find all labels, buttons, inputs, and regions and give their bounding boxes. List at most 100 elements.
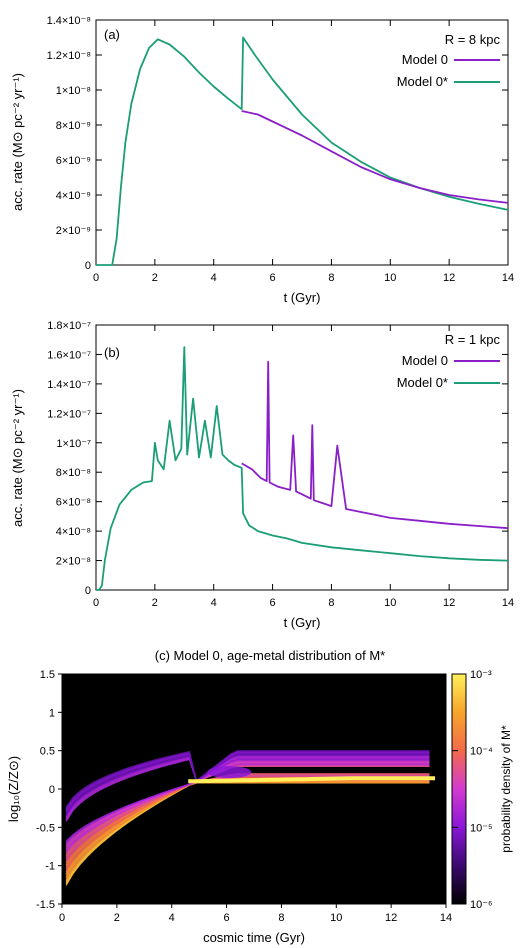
colorbar-ticks: 10⁻⁶ 10⁻⁵ 10⁻⁴ 10⁻³ (452, 669, 493, 911)
series-line-model0 (241, 360, 509, 530)
x-tick-label: 12 (443, 272, 455, 284)
x-axis-ticks: 0 2 4 6 8 10 12 14 (93, 325, 514, 609)
heatmap-track (65, 750, 430, 808)
x-axis-label: t (Gyr) (284, 290, 321, 305)
heatmap-track (65, 752, 430, 812)
y-tick-label: -1 (45, 861, 55, 873)
y-tick-label: 0.5 (40, 746, 55, 758)
y-tick-label: 2×10⁻⁸ (56, 556, 91, 568)
legend-label-model0: Model 0 (402, 52, 448, 67)
x-tick-label: 10 (384, 272, 396, 284)
y-tick-label: 1.4×10⁻⁸ (47, 15, 91, 27)
y-tick-label: 4×10⁻⁹ (56, 190, 91, 202)
x-tick-label: 12 (385, 912, 397, 924)
heatmap-track (65, 757, 430, 821)
x-tick-label: 4 (211, 597, 217, 609)
y-tick-label: 4×10⁻⁸ (56, 526, 91, 538)
y-tick-label: -0.5 (36, 822, 55, 834)
y-tick-label: 6×10⁻⁹ (56, 155, 91, 167)
x-tick-label: 8 (278, 912, 284, 924)
x-tick-label: 12 (443, 597, 455, 609)
y-axis-label: acc. rate (M⊙ pc⁻² yr⁻¹) (10, 73, 25, 211)
x-tick-label: 6 (270, 272, 276, 284)
x-axis-label: cosmic time (Gyr) (203, 930, 305, 945)
x-axis-ticks: 0 2 4 6 8 10 12 14 (59, 904, 452, 924)
x-tick-label: 10 (330, 912, 342, 924)
heatmap-track (65, 755, 430, 818)
x-tick-label: 14 (502, 597, 514, 609)
y-axis-label: acc. rate (M⊙ pc⁻² yr⁻¹) (10, 389, 25, 527)
plot-frame (95, 19, 509, 266)
x-tick-label: 4 (169, 912, 175, 924)
x-tick-label: 0 (93, 272, 99, 284)
heatmap-ridge (188, 776, 435, 784)
y-tick-label: 1.4×10⁻⁷ (47, 379, 91, 391)
heatmap-track (65, 757, 430, 822)
heatmap-track (65, 758, 430, 842)
y-tick-label: 1.6×10⁻⁷ (47, 349, 91, 361)
y-tick-label: 1.5 (40, 669, 55, 681)
x-tick-label: 8 (328, 272, 334, 284)
colorbar-label: probability density of M* (499, 725, 513, 853)
y-tick-label: 0 (85, 585, 91, 597)
heatmap-track (65, 750, 430, 809)
x-tick-label: 6 (224, 912, 230, 924)
y-axis-ticks: -1.5 -1 -0.5 0 0.5 1 1.5 (36, 669, 62, 911)
x-tick-label: 2 (152, 597, 158, 609)
y-tick-label: 2×10⁻⁹ (56, 225, 91, 237)
heatmap-track (65, 756, 430, 819)
x-axis-label: t (Gyr) (284, 615, 321, 630)
y-axis-ticks: 0 2×10⁻⁹ 4×10⁻⁹ 6×10⁻⁹ 8×10⁻⁹ 1×10⁻⁸ 1.2×10⁻⁸ 1… (47, 15, 508, 272)
y-tick-label: -1.5 (36, 899, 55, 911)
heatmap-track (65, 753, 430, 814)
heatmap-curves (65, 750, 435, 886)
y-tick-label: 8×10⁻⁹ (56, 120, 91, 132)
x-tick-label: 2 (152, 272, 158, 284)
plot-lines (96, 36, 509, 266)
plot-frame (95, 324, 509, 591)
y-tick-label: 6×10⁻⁸ (56, 497, 91, 509)
panel-a: 0 2×10⁻⁹ 4×10⁻⁹ 6×10⁻⁹ 8×10⁻⁹ 1×10⁻⁸ 1.2×10⁻⁸ 1… (10, 15, 514, 305)
panel-label: (b) (104, 345, 120, 360)
x-tick-label: 0 (59, 912, 65, 924)
y-axis-label: log₁₀(Z/Z⊙) (6, 756, 21, 822)
legend-label-model0star: Model 0* (397, 74, 448, 89)
x-tick-label: 6 (270, 597, 276, 609)
legend-label-model0star: Model 0* (397, 375, 448, 390)
x-axis-ticks: 0 2 4 6 8 10 12 14 (93, 20, 514, 284)
colorbar-tick-label: 10⁻⁵ (470, 822, 493, 834)
x-tick-label: 4 (211, 272, 217, 284)
y-tick-label: 1 (49, 707, 55, 719)
colorbar-tick-label: 10⁻³ (470, 669, 492, 681)
x-tick-label: 8 (328, 597, 334, 609)
x-tick-label: 2 (114, 912, 120, 924)
panel-c: (c) Model 0, age-metal distribution of M… (6, 648, 513, 945)
x-tick-label: 10 (384, 597, 396, 609)
x-tick-label: 14 (502, 272, 514, 284)
y-tick-label: 1×10⁻⁸ (56, 85, 91, 97)
y-tick-label: 1.2×10⁻⁸ (47, 50, 91, 62)
y-tick-label: 1.8×10⁻⁷ (47, 320, 91, 332)
colorbar-tick-label: 10⁻⁴ (470, 746, 493, 758)
colorbar-tick-label: 10⁻⁶ (470, 899, 493, 911)
x-tick-label: 0 (93, 597, 99, 609)
y-tick-label: 0 (49, 784, 55, 796)
heatmap-track (65, 753, 430, 815)
x-tick-label: 14 (440, 912, 452, 924)
panel-b: 0 2×10⁻⁸ 4×10⁻⁸ 6×10⁻⁸ 8×10⁻⁸ 1×10⁻⁷ 1.2×10⁻⁷ 1… (10, 320, 514, 630)
panel-title: (c) Model 0, age-metal distribution of M… (155, 648, 385, 663)
legend-title: R = 1 kpc (445, 332, 501, 347)
heatmap-track (65, 751, 430, 811)
y-axis-ticks: 0 2×10⁻⁸ 4×10⁻⁸ 6×10⁻⁸ 8×10⁻⁸ 1×10⁻⁷ 1.2×10⁻⁷ 1… (47, 320, 508, 597)
y-tick-label: 8×10⁻⁸ (56, 467, 91, 479)
series-line-model0star (96, 346, 509, 591)
y-tick-label: 1.2×10⁻⁷ (47, 408, 91, 420)
panel-label: (a) (104, 27, 120, 42)
colorbar (451, 673, 467, 905)
series-line-model0star (96, 36, 509, 266)
y-tick-label: 0 (85, 260, 91, 272)
y-tick-label: 1×10⁻⁷ (56, 438, 91, 450)
heatmap-track (65, 754, 430, 817)
heatmap-background (62, 674, 446, 904)
